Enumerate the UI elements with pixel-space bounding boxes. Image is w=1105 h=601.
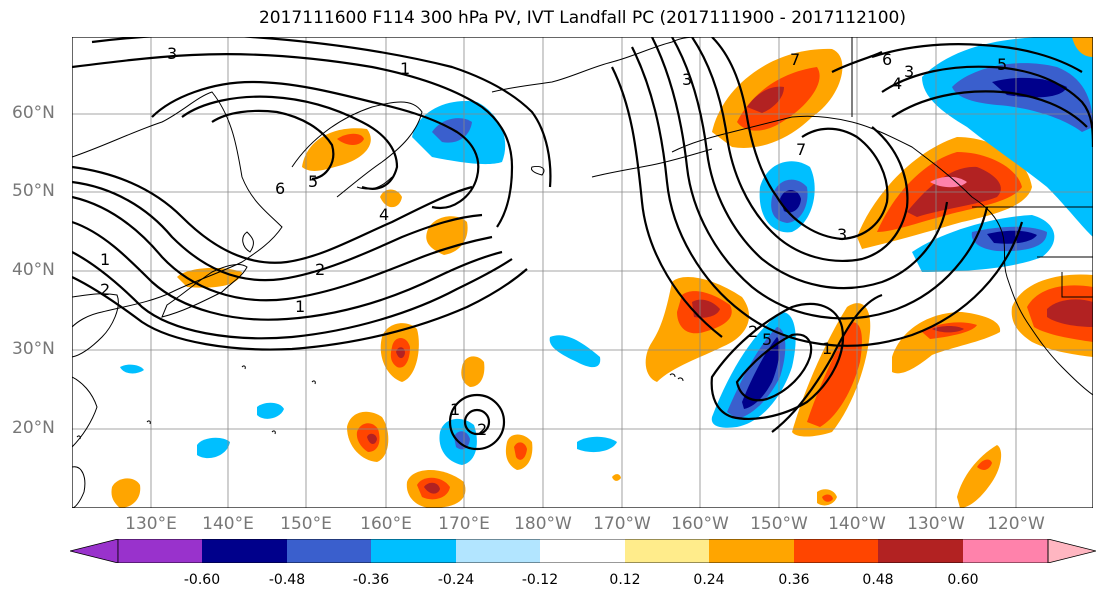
contour-label: 5 bbox=[997, 55, 1007, 74]
contour-label: 6 bbox=[275, 179, 285, 198]
colorbar-tick-label: -0.48 bbox=[268, 572, 306, 588]
lat-label-50n: 50°N bbox=[12, 181, 55, 201]
lon-label-160e: 160°E bbox=[360, 514, 412, 534]
contour-labels: 3 6 5 4 1 2 2 1 1 2 7 6 4 3 3 5 7 3 2 5 … bbox=[100, 44, 1007, 439]
lat-label-20n: 20°N bbox=[12, 418, 55, 438]
colorbar-tick-label: 0.12 bbox=[609, 572, 641, 588]
colorbar-segment bbox=[287, 539, 371, 563]
contour-label: 1 bbox=[295, 297, 305, 316]
lon-label-180w: 180°W bbox=[514, 514, 572, 534]
lon-label-130e: 130°E bbox=[125, 514, 177, 534]
lon-label-130w: 130°W bbox=[907, 514, 965, 534]
colorbar-segment bbox=[878, 539, 963, 563]
graticule bbox=[72, 37, 1093, 508]
lon-label-170e: 170°E bbox=[438, 514, 490, 534]
anomaly-shading bbox=[111, 37, 1093, 508]
lon-label-150w: 150°W bbox=[750, 514, 808, 534]
map-title: 2017111600 F114 300 hPa PV, IVT Landfall… bbox=[258, 8, 906, 28]
colorbar-tick-label: 0.24 bbox=[693, 572, 725, 588]
colorbar-tick-label: 0.48 bbox=[862, 572, 894, 588]
colorbar-tick-label: -0.36 bbox=[352, 572, 390, 588]
contour-label: 1 bbox=[100, 250, 110, 269]
contour-label: 3 bbox=[904, 62, 914, 81]
colorbar-segment bbox=[371, 539, 456, 563]
colorbar-tick-label: -0.24 bbox=[437, 572, 475, 588]
colorbar-extend-low bbox=[70, 539, 119, 563]
colorbar-extend-high bbox=[1047, 539, 1096, 563]
lon-label-170w: 170°W bbox=[593, 514, 651, 534]
contour-label: 7 bbox=[796, 140, 806, 159]
contour-label: 2 bbox=[748, 322, 758, 341]
colorbar-segment bbox=[625, 539, 709, 563]
map-panel: 3 6 5 4 1 2 2 1 1 2 7 6 4 3 3 5 7 3 2 5 … bbox=[72, 37, 1093, 508]
colorbar-segment bbox=[118, 539, 202, 563]
contour-label: 5 bbox=[762, 330, 772, 349]
colorbar-segment bbox=[540, 539, 625, 563]
contour-label: 5 bbox=[308, 172, 318, 191]
colorbar-segment bbox=[794, 539, 878, 563]
colorbar-segment bbox=[709, 539, 794, 563]
lon-label-150e: 150°E bbox=[280, 514, 332, 534]
contour-label: 6 bbox=[882, 50, 892, 69]
lat-label-30n: 30°N bbox=[12, 339, 55, 359]
contour-label: 4 bbox=[892, 74, 902, 93]
contour-label: 2 bbox=[315, 260, 325, 279]
colorbar-tick-label: 0.36 bbox=[778, 572, 810, 588]
contour-label: 1 bbox=[450, 400, 460, 419]
contour-label: 3 bbox=[837, 225, 847, 244]
lat-label-60n: 60°N bbox=[12, 103, 55, 123]
coastlines bbox=[72, 37, 1093, 508]
contour-label: 4 bbox=[379, 205, 389, 224]
contour-label: 3 bbox=[167, 44, 177, 63]
lat-label-40n: 40°N bbox=[12, 260, 55, 280]
contour-label: 7 bbox=[790, 50, 800, 69]
contour-label: 3 bbox=[682, 70, 692, 89]
colorbar-segment bbox=[456, 539, 540, 563]
colorbar-segment bbox=[963, 539, 1048, 563]
lon-label-120w: 120°W bbox=[987, 514, 1045, 534]
contour-label: 2 bbox=[477, 420, 487, 439]
lon-label-140e: 140°E bbox=[202, 514, 254, 534]
contour-label: 1 bbox=[400, 59, 410, 78]
lon-label-160w: 160°W bbox=[671, 514, 729, 534]
colorbar bbox=[70, 539, 1096, 563]
contour-label: 1 bbox=[822, 339, 832, 358]
colorbar-segment bbox=[202, 539, 287, 563]
colorbar-tick-label: -0.60 bbox=[183, 572, 221, 588]
pv-contours bbox=[72, 37, 1093, 451]
contour-label: 2 bbox=[100, 280, 110, 299]
colorbar-tick-label: -0.12 bbox=[521, 572, 559, 588]
colorbar-tick-label: 0.60 bbox=[947, 572, 979, 588]
lon-label-140w: 140°W bbox=[828, 514, 886, 534]
